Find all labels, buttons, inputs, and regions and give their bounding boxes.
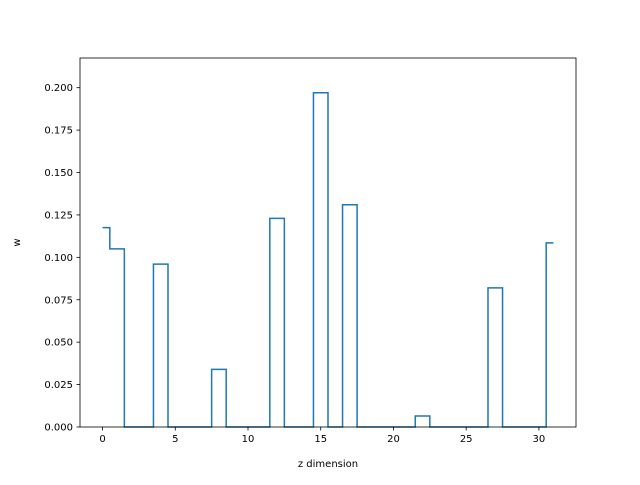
x-tick-label: 30	[533, 434, 546, 445]
x-tick-label: 20	[387, 434, 400, 445]
y-tick-label: 0.025	[44, 380, 73, 391]
y-axis-label: w	[12, 238, 23, 246]
y-tick-label: 0.200	[44, 83, 73, 94]
y-tick-label: 0.050	[44, 338, 73, 349]
y-tick-label: 0.150	[44, 168, 73, 179]
y-tick-label: 0.000	[44, 423, 73, 434]
x-axis-label: z dimension	[298, 459, 358, 470]
x-tick-label: 0	[99, 434, 105, 445]
tick-layer: 0 5 10 15 20 25 30 0.000 0.025 0.050 0.075 0.100 0.1…	[44, 83, 545, 445]
x-tick-label: 15	[314, 434, 327, 445]
x-tick-label: 10	[242, 434, 255, 445]
x-tick-label: 25	[460, 434, 473, 445]
y-tick-label: 0.125	[44, 210, 73, 221]
y-tick-label: 0.175	[44, 126, 73, 137]
x-tick-label: 5	[172, 434, 178, 445]
y-tick-label: 0.075	[44, 295, 73, 306]
y-tick-label: 0.100	[44, 253, 73, 264]
axes-frame	[79, 57, 577, 428]
